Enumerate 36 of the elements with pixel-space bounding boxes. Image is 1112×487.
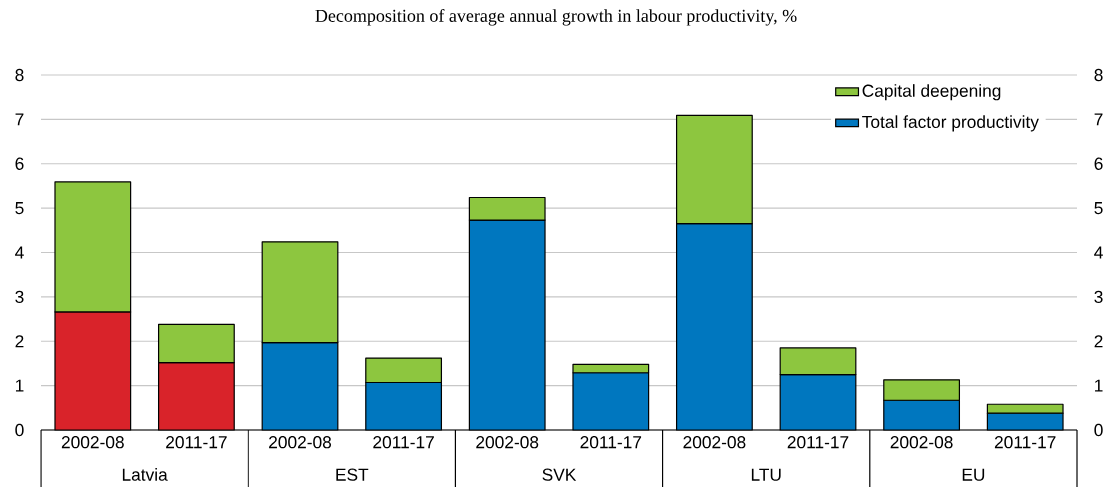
- x-tick-label: 2002-08: [269, 436, 332, 449]
- text: SVK: [542, 468, 577, 481]
- y-tick-label: 5: [15, 202, 24, 215]
- x-tick-label: 2002-08: [890, 436, 953, 449]
- chart-title: Decomposition of average annual growth in labour productivity, %: [315, 9, 797, 26]
- y-tick-label: 8: [15, 68, 24, 82]
- x-tick-label: 2011-17: [373, 436, 434, 449]
- y-tick-label: 4: [15, 246, 24, 259]
- x-tick-label: 2002-08: [61, 436, 124, 449]
- text: Latvia: [122, 468, 168, 481]
- y-tick-label: 0: [15, 423, 24, 437]
- text: EST: [336, 468, 369, 481]
- y2-tick-label: 2: [1094, 335, 1103, 348]
- x-tick-label: 2011-17: [994, 436, 1056, 449]
- y2-tick-label: 0: [1094, 423, 1103, 437]
- y-tick-label: 2: [15, 335, 24, 348]
- x-tick-label: 2011-17: [580, 436, 642, 449]
- y2-tick-label: 6: [1094, 157, 1103, 170]
- y2-tick-label: 8: [1094, 68, 1103, 82]
- x-tick-label: 2002-08: [476, 436, 539, 449]
- legend-label: Total factor productivity: [862, 115, 1039, 132]
- x-tick-label: 2011-17: [787, 436, 849, 449]
- y2-tick-label: 3: [1094, 290, 1103, 304]
- legend-label: Capital deepening: [862, 84, 1001, 101]
- y2-tick-label: 1: [1095, 379, 1103, 392]
- y-tick-label: 3: [15, 290, 24, 304]
- x-tick-label: 2011-17: [166, 436, 227, 449]
- y-tick-label: 7: [15, 113, 24, 126]
- text: EU: [962, 468, 985, 481]
- y2-tick-label: 5: [1094, 202, 1103, 215]
- text: LTU: [751, 468, 781, 481]
- y-tick-label: 1: [15, 379, 24, 392]
- x-tick-label: 2002-08: [683, 436, 746, 449]
- y-tick-label: 6: [15, 157, 24, 170]
- y2-tick-label: 7: [1094, 113, 1103, 126]
- y2-tick-label: 4: [1094, 246, 1103, 259]
